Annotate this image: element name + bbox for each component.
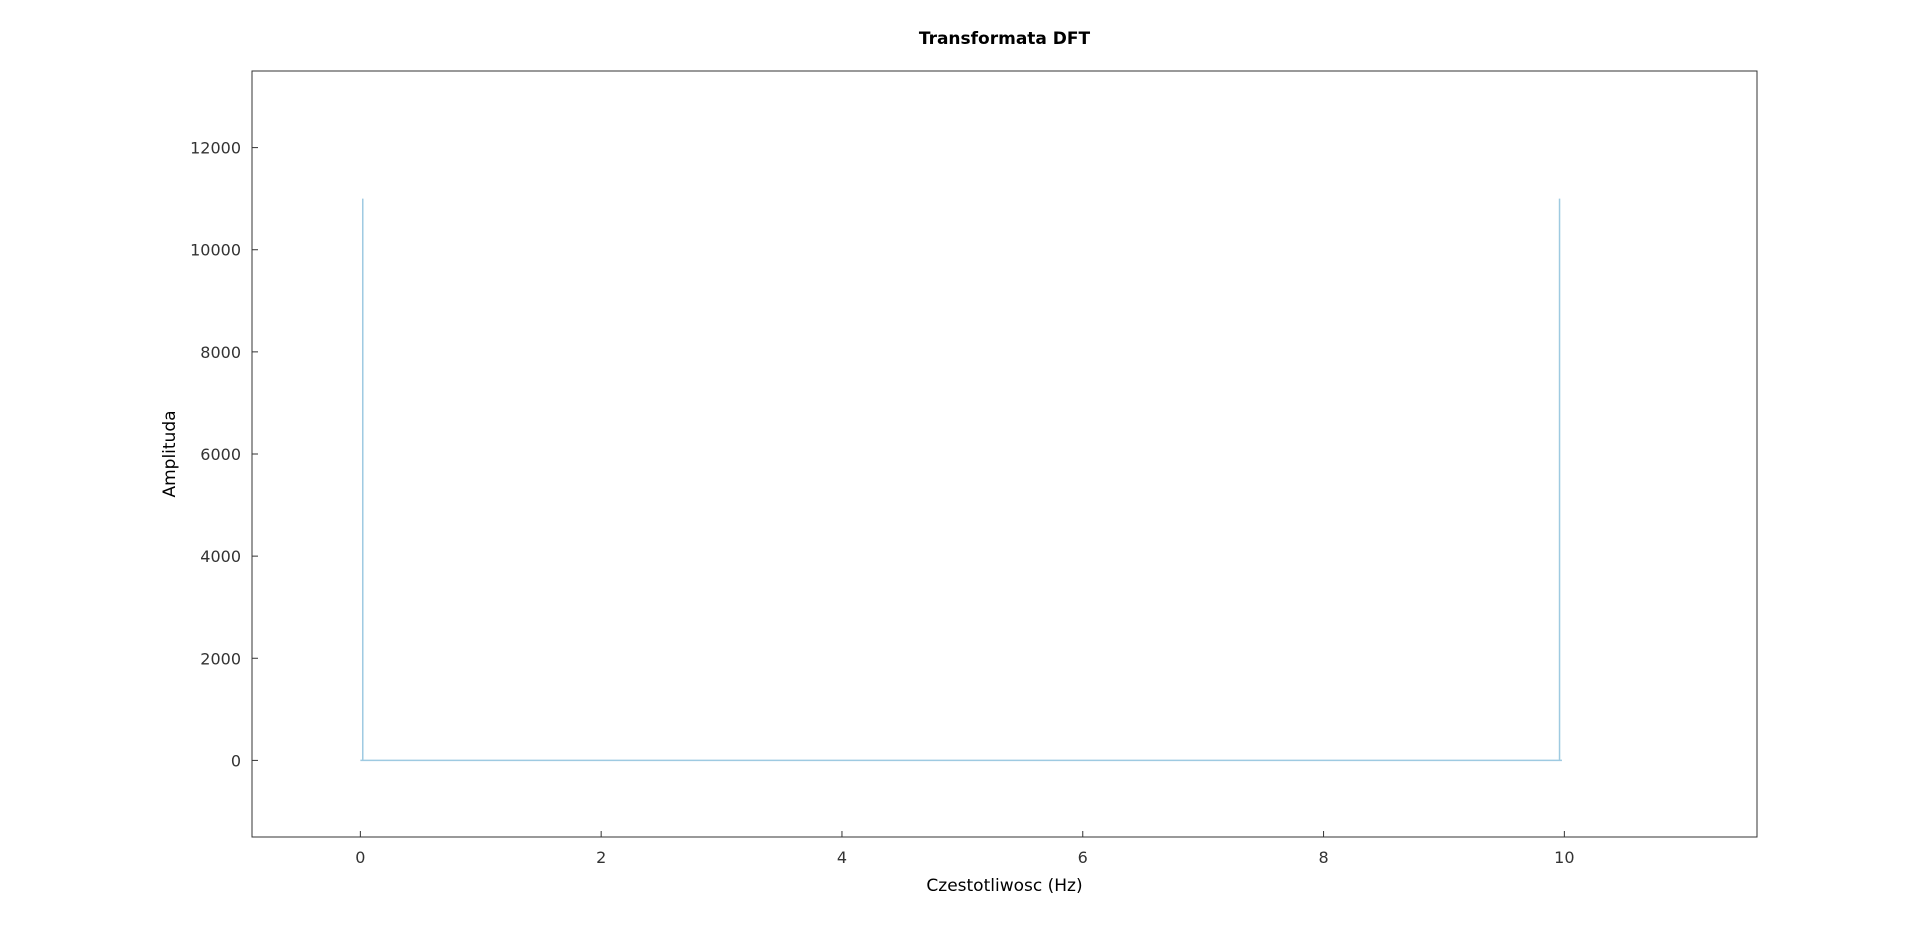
series-line <box>360 198 1562 762</box>
y-tick-label: 2000 <box>200 649 241 668</box>
plot-frame <box>251 70 1758 838</box>
x-tick-label: 0 <box>355 848 365 867</box>
x-tick-label: 2 <box>596 848 606 867</box>
x-tick-label: 8 <box>1318 848 1328 867</box>
y-tick-label: 6000 <box>200 445 241 464</box>
series-group <box>360 198 1562 762</box>
y-tick-label: 10000 <box>190 241 241 260</box>
y-axis-label: Amplituda <box>160 410 180 497</box>
y-tick-label: 12000 <box>190 139 241 158</box>
y-axis: 0 2000 4000 6000 8000 10000 12000 <box>190 139 258 770</box>
y-tick-label: 8000 <box>200 343 241 362</box>
x-tick-label: 6 <box>1078 848 1088 867</box>
chart-title: Transformata DFT <box>919 29 1091 49</box>
y-tick-label: 4000 <box>200 547 241 566</box>
x-axis: 0 2 4 6 8 10 <box>355 831 1575 867</box>
x-tick-label: 10 <box>1554 848 1574 867</box>
y-tick-label: 0 <box>231 751 241 770</box>
x-tick-label: 4 <box>837 848 847 867</box>
x-axis-label: Czestotliwosc (Hz) <box>926 876 1082 896</box>
